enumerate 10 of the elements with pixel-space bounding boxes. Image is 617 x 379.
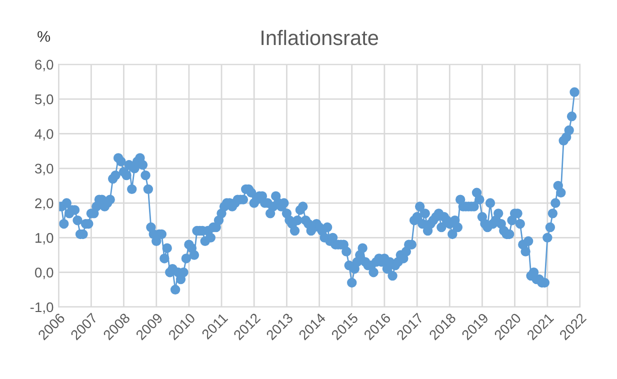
- y-tick-label: 3,0: [34, 164, 54, 176]
- chart-title: Inflationsrate: [262, 30, 378, 46]
- y-tick-label: 0,0: [34, 268, 54, 280]
- y-tick-label: 5,0: [35, 94, 54, 106]
- y-tick-label: 6,0: [35, 60, 54, 72]
- y-tick-label: 1,0: [36, 233, 54, 244]
- y-tick-label: -1,0: [30, 302, 54, 314]
- y-tick-label: 4,0: [34, 129, 54, 141]
- y-axis-title: %: [38, 31, 50, 42]
- y-tick-label: 2,0: [35, 198, 54, 210]
